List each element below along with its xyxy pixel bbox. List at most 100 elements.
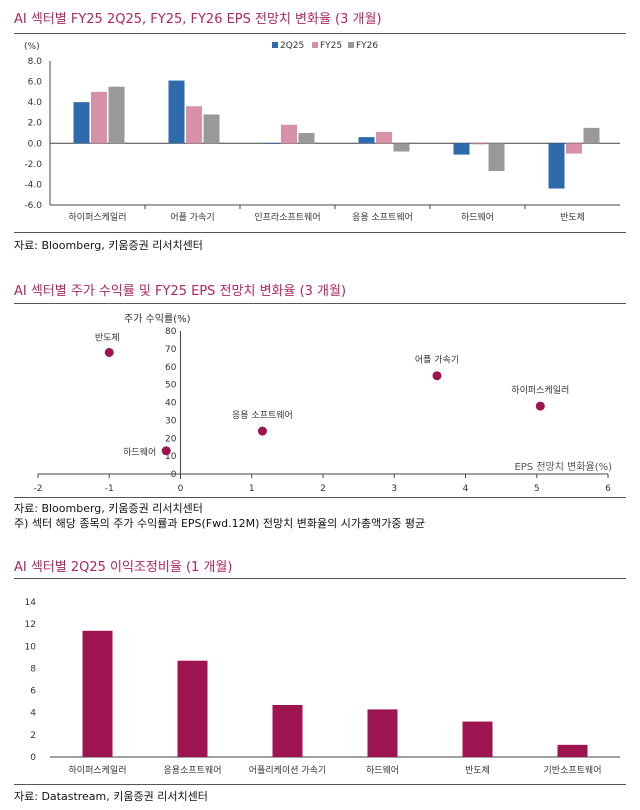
- chart2-point-label: 하이퍼스케일러: [511, 385, 569, 396]
- chart2-top-rule: [14, 303, 626, 304]
- chart3-category-label: 기반소프트웨어: [544, 764, 602, 776]
- chart1-bar: [376, 131, 392, 144]
- chart3-bar: [367, 709, 398, 757]
- chart2-x-tick-label: 0: [178, 484, 184, 494]
- chart1-y-tick-label: 0.0: [28, 139, 43, 149]
- chart1-legend-swatch: [348, 42, 354, 48]
- chart2-x-tick-label: 2: [320, 484, 326, 494]
- chart3-bar: [177, 660, 208, 757]
- chart1-category-label: 응용 소프트웨어: [352, 211, 413, 223]
- chart2-point-label: 어플 가속기: [415, 355, 459, 366]
- chart3-category-label: 응용소프트웨어: [164, 764, 222, 776]
- chart2-y-tick-label: 60: [165, 363, 177, 373]
- chart3-title: AI 섹터별 2Q25 이익조정비율 (1 개월): [14, 560, 233, 575]
- chart2-point: [257, 426, 267, 436]
- chart3-y-tick-label: 0: [30, 753, 36, 763]
- chart1-y-tick-label: -4.0: [24, 180, 42, 190]
- chart1-bar: [453, 143, 470, 155]
- chart3-bar: [557, 744, 588, 757]
- chart3-top-rule: [14, 578, 626, 579]
- chart1-y-tick-label: 6.0: [28, 78, 43, 88]
- chart2-point-label: 반도체: [95, 332, 120, 343]
- chart2-source: 자료: Bloomberg, 키움증권 리서치센터: [14, 502, 203, 515]
- chart3-category-label: 하이퍼스케일러: [69, 765, 127, 776]
- chart3-category-label: 어플리케이션 가속기: [249, 765, 326, 776]
- chart3-category-label: 하드웨어: [366, 764, 399, 776]
- chart1-bar: [471, 143, 487, 145]
- chart1-title: AI 섹터별 FY25 2Q25, FY25, FY26 EPS 전망치 변화율…: [14, 12, 382, 27]
- chart2-y-tick-label: 40: [165, 399, 177, 409]
- chart1-y-tick-label: 2.0: [28, 119, 43, 129]
- chart2-y-tick-label: 50: [165, 381, 177, 391]
- chart1-bar: [566, 143, 582, 154]
- chart1-source: 자료: Bloomberg, 키움증권 리서치센터: [14, 239, 203, 252]
- chart1-bar: [548, 143, 565, 189]
- chart3-bottom-rule: [14, 784, 626, 785]
- chart3-y-tick-label: 4: [30, 709, 36, 719]
- chart1-bar: [186, 106, 202, 144]
- chart2-x-tick-label: -1: [105, 484, 114, 494]
- chart1-bar: [263, 143, 280, 144]
- chart3-y-tick-label: 2: [30, 731, 36, 741]
- chart1-bar: [298, 133, 315, 144]
- chart2-y-tick-label: 20: [165, 434, 177, 444]
- chart2-x-tick-label: 6: [605, 484, 611, 494]
- chart1-bar: [168, 80, 185, 144]
- chart2-x-tick-label: -2: [34, 484, 43, 494]
- chart1-legend-swatch: [272, 42, 278, 48]
- chart1-legend-label: FY25: [320, 41, 342, 51]
- chart3-bar: [272, 704, 303, 757]
- chart1-top-rule: [14, 33, 626, 34]
- chart1-y-tick-label: 4.0: [28, 98, 43, 108]
- chart2-point-label: 응용 소프트웨어: [232, 409, 293, 421]
- chart2-return-vs-eps-scatter: -2 -1 0 1 2 3 4 5 6 80 70 60 50 40 30 20 10 0 주가 수익률(%) EPS…: [34, 313, 613, 494]
- chart3-y-tick-label: 12: [25, 620, 36, 630]
- chart2-title: AI 섹터별 주가 수익률 및 FY25 EPS 전망치 변화율 (3 개월): [14, 284, 347, 299]
- chart3-bar: [82, 630, 113, 757]
- chart1-y-tick-label: -2.0: [24, 160, 42, 170]
- chart2-y-tick-label: 30: [165, 416, 177, 426]
- chart2-y-tick-label: 80: [165, 327, 177, 337]
- chart1-legend-label: 2Q25: [280, 41, 304, 51]
- chart1-y-tick-label: -6.0: [24, 201, 42, 211]
- chart1-bar: [91, 91, 107, 144]
- chart3-y-tick-label: 8: [30, 664, 36, 674]
- chart2-x-tick-label: 1: [249, 484, 255, 494]
- chart1-bar: [281, 124, 297, 144]
- chart2-point: [161, 446, 171, 456]
- chart1-y-tick-label: 8.0: [28, 57, 43, 67]
- chart1-bottom-rule: [14, 232, 626, 233]
- chart1-unit-label: (%): [24, 42, 40, 52]
- chart1-legend-label: FY26: [356, 41, 378, 51]
- chart2-bottom-rule: [14, 497, 626, 498]
- chart1-category-label: 인프라소프트웨어: [254, 211, 320, 223]
- chart1-legend-swatch: [312, 42, 318, 48]
- chart2-point: [104, 347, 114, 357]
- chart1-bar: [583, 127, 600, 144]
- chart1-bar: [358, 137, 375, 144]
- chart3-y-tick-label: 6: [30, 687, 36, 697]
- chart2-note: 주) 섹터 해당 종목의 주가 수익률과 EPS(Fwd.12M) 전망치 변화…: [14, 517, 426, 530]
- chart2-y-axis-label: 주가 수익률(%): [124, 313, 191, 325]
- chart1-category-label: 반도체: [560, 212, 585, 223]
- chart1-bar: [203, 114, 220, 144]
- chart1-eps-revision-bar-chart: (%) 8.0 6.0 4.0 2.0 0.0 -2.0 -4.0 -6.0 2Q25 FY25 FY…: [24, 41, 620, 223]
- chart2-point: [432, 371, 442, 381]
- chart2-y-tick-label: 70: [165, 345, 177, 355]
- chart1-category-label: 하드웨어: [461, 211, 494, 223]
- chart1-bar: [73, 102, 90, 144]
- chart1-bar: [108, 86, 125, 144]
- chart1-category-label: 어플 가속기: [170, 212, 214, 223]
- chart2-x-tick-label: 4: [463, 484, 469, 494]
- chart2-point: [535, 401, 545, 411]
- chart3-earnings-revision-ratio-bar-chart: 14 12 10 8 6 4 2 0 하이퍼스케일러 응용소프트웨어 어플리케이션 가속기 하드웨어 반…: [25, 598, 620, 776]
- chart3-y-tick-label: 14: [25, 598, 37, 608]
- chart2-x-axis-label: EPS 전망치 변화율(%): [514, 461, 612, 473]
- chart3-category-label: 반도체: [465, 765, 490, 776]
- chart1-bar: [393, 143, 410, 152]
- chart3-y-tick-label: 10: [25, 642, 37, 652]
- chart2-x-tick-label: 3: [391, 484, 397, 494]
- chart2-x-tick-label: 5: [534, 484, 540, 494]
- chart3-bar: [462, 721, 493, 757]
- chart2-y-tick-label: 10: [165, 452, 177, 462]
